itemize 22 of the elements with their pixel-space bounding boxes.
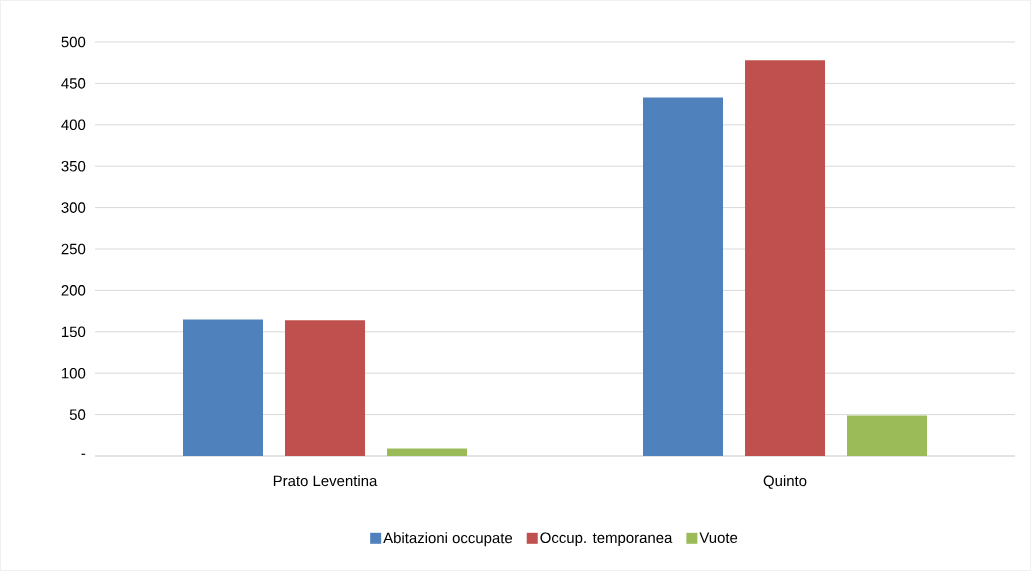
y-tick-label: - — [81, 453, 86, 455]
y-tick-label: 100 — [62, 367, 86, 379]
bar — [847, 415, 928, 456]
y-tick-label: 200 — [61, 285, 86, 296]
y-tick-label: 50 — [69, 409, 86, 420]
legend-label: Vuote — [699, 532, 738, 543]
y-tick-label: 450 — [61, 78, 86, 89]
y-tick-label: 150 — [62, 326, 86, 338]
bar — [183, 319, 263, 456]
bar — [285, 320, 365, 456]
bar — [643, 97, 724, 456]
y-tick-label: 250 — [61, 243, 86, 255]
x-tick-label: Quinto — [763, 475, 807, 489]
y-tick-label: 350 — [61, 160, 86, 172]
legend-label: Abitazioni occupate — [383, 532, 513, 547]
y-tick-label: 400 — [61, 119, 86, 131]
bar — [387, 448, 467, 456]
y-tick-label: 500 — [61, 36, 86, 48]
legend-label: Occup. temporanea — [540, 532, 673, 546]
y-tick-label: 300 — [61, 202, 86, 213]
bar — [745, 60, 826, 456]
x-tick-label: Prato Leventina — [273, 475, 378, 487]
